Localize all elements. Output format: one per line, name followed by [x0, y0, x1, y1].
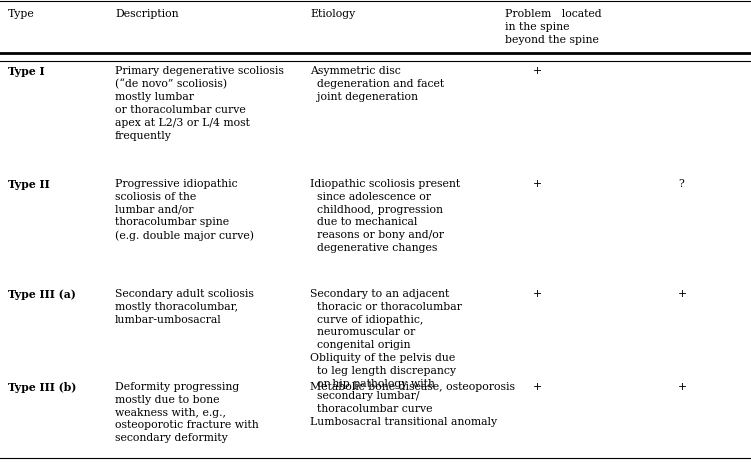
Text: +: + — [678, 381, 687, 391]
Text: +: + — [533, 288, 542, 298]
Text: +: + — [533, 381, 542, 391]
Text: Type II: Type II — [8, 179, 50, 189]
Text: Type: Type — [8, 9, 35, 19]
Text: +: + — [678, 288, 687, 298]
Text: Primary degenerative scoliosis
(“de novo” scoliosis)
mostly lumbar
or thoracolum: Primary degenerative scoliosis (“de novo… — [115, 66, 284, 140]
Text: Type III (a): Type III (a) — [8, 288, 76, 300]
Text: ?: ? — [678, 179, 683, 188]
Text: Metabolic bone disease, osteoporosis: Metabolic bone disease, osteoporosis — [310, 381, 515, 391]
Text: Secondary to an adjacent
  thoracic or thoracolumbar
  curve of idiopathic,
  ne: Secondary to an adjacent thoracic or tho… — [310, 288, 497, 426]
Text: Idiopathic scoliosis present
  since adolescence or
  childhood, progression
  d: Idiopathic scoliosis present since adole… — [310, 179, 460, 252]
Text: Problem   located
in the spine
beyond the spine: Problem located in the spine beyond the … — [505, 9, 602, 44]
Text: +: + — [533, 179, 542, 188]
Text: Description: Description — [115, 9, 179, 19]
Text: Type I: Type I — [8, 66, 44, 77]
Text: Progressive idiopathic
scoliosis of the
lumbar and/or
thoracolumbar spine
(e.g. : Progressive idiopathic scoliosis of the … — [115, 179, 254, 240]
Text: Etiology: Etiology — [310, 9, 355, 19]
Text: +: + — [533, 66, 542, 76]
Text: Deformity progressing
mostly due to bone
weakness with, e.g.,
osteoporotic fract: Deformity progressing mostly due to bone… — [115, 381, 259, 442]
Text: Secondary adult scoliosis
mostly thoracolumbar,
lumbar-umbosacral: Secondary adult scoliosis mostly thoraco… — [115, 288, 254, 324]
Text: Type III (b): Type III (b) — [8, 381, 77, 392]
Text: Asymmetric disc
  degeneration and facet
  joint degeneration: Asymmetric disc degeneration and facet j… — [310, 66, 444, 101]
